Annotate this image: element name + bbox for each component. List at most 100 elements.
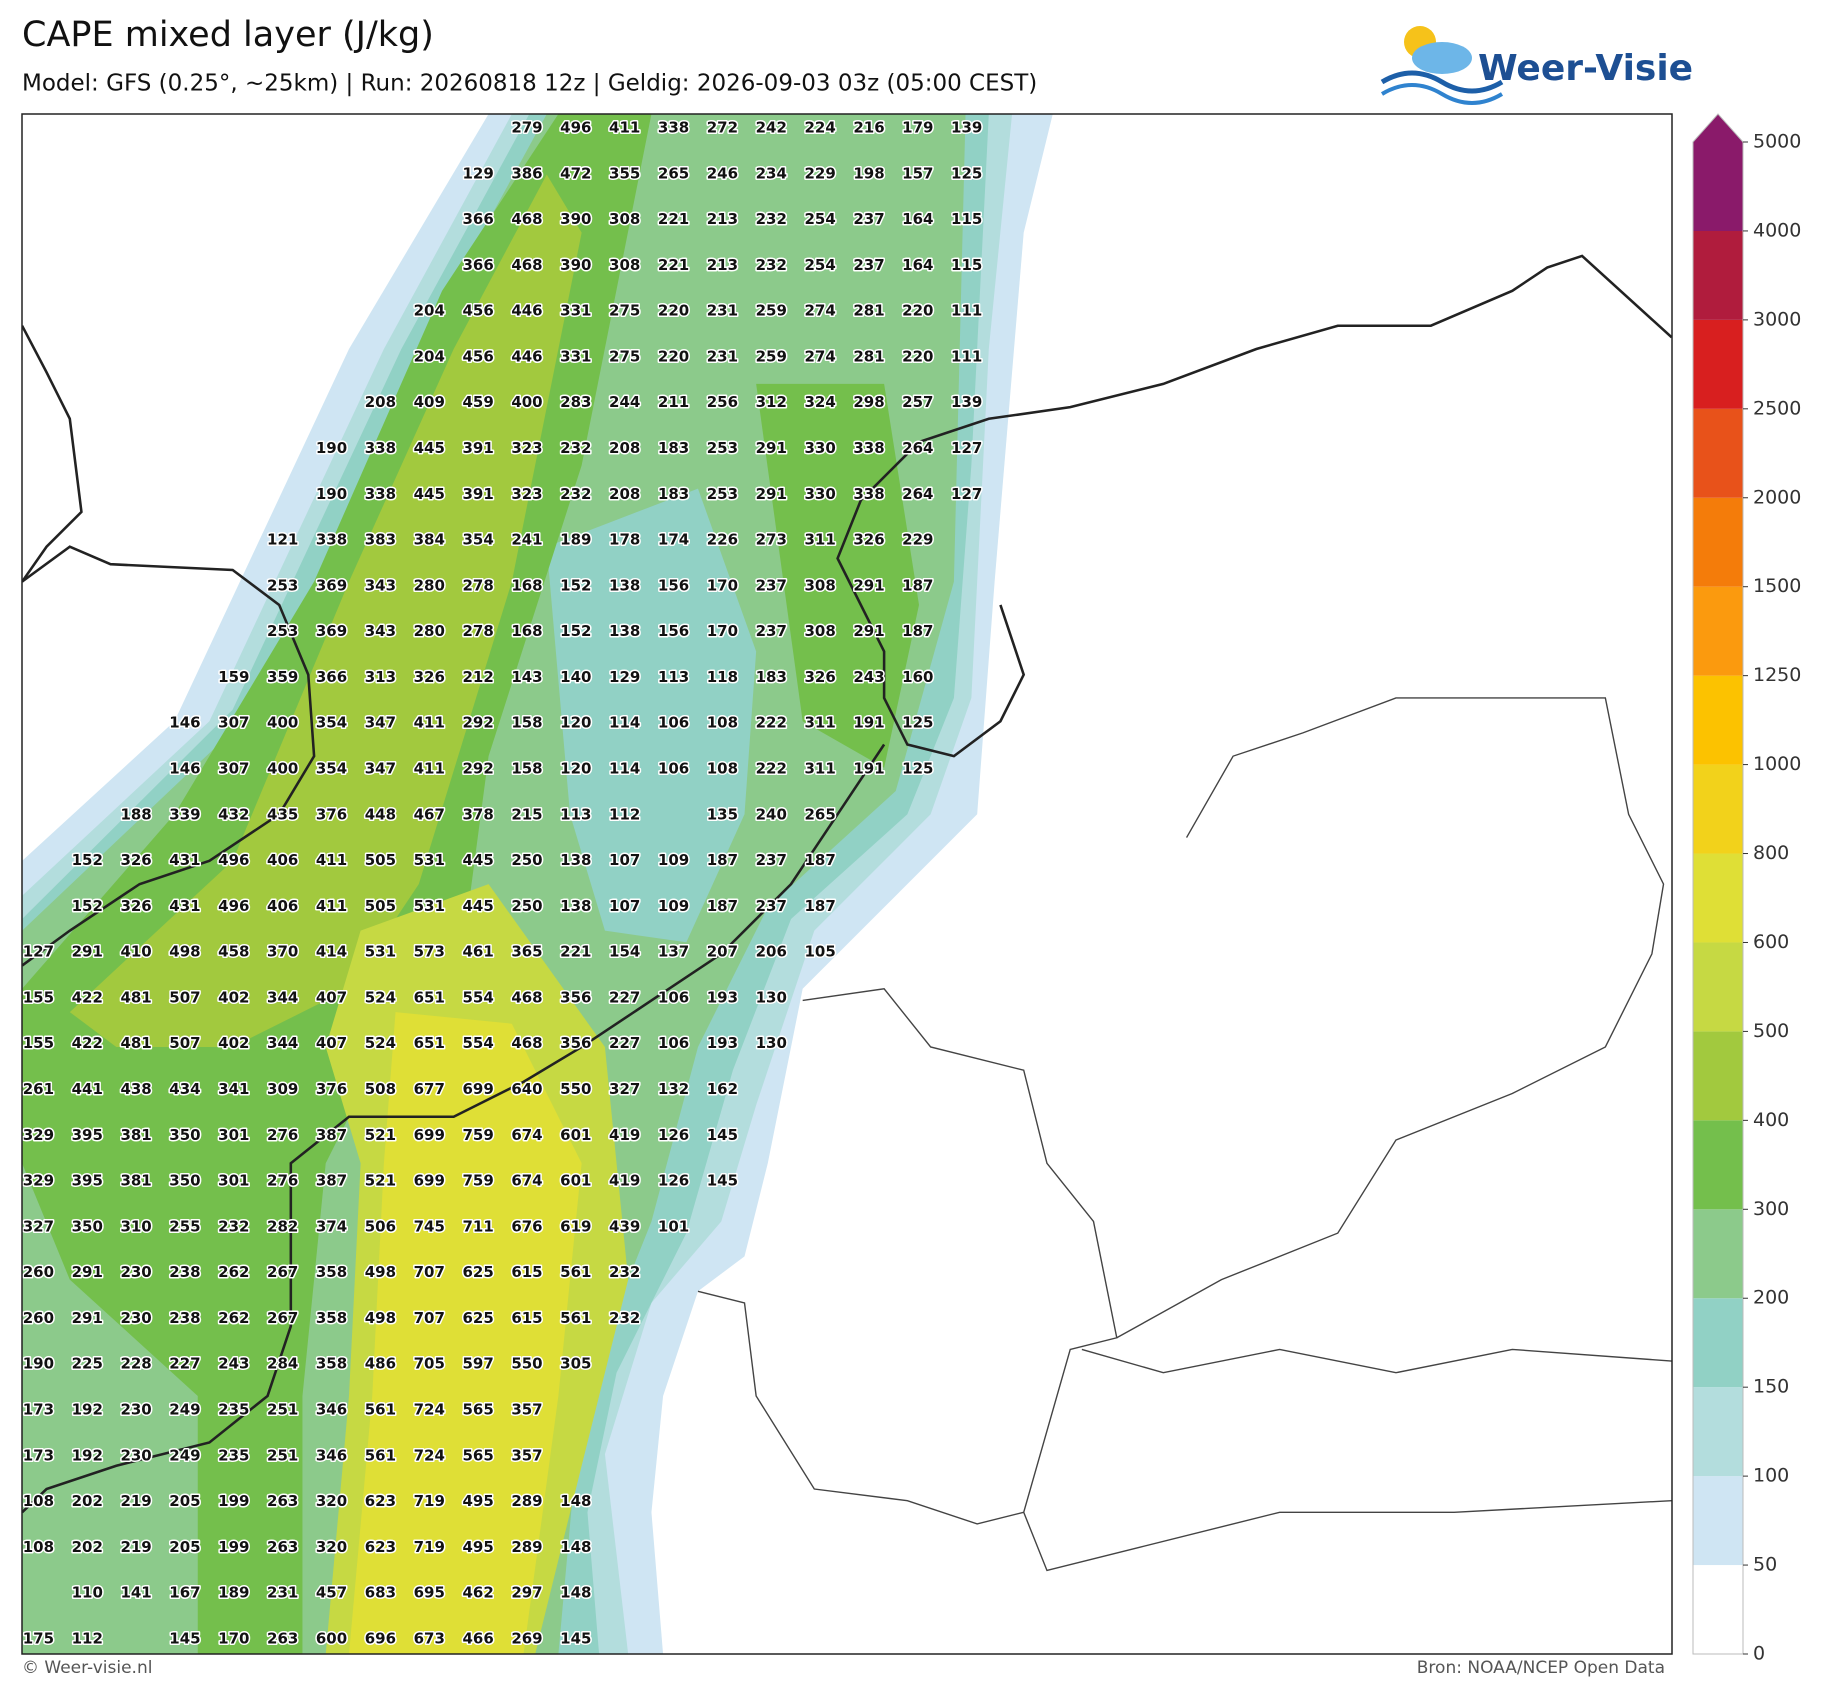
colorbar-tick-label: 800 bbox=[1753, 842, 1789, 864]
cape-value: 219 bbox=[120, 1492, 151, 1510]
cape-value: 170 bbox=[707, 576, 738, 594]
cape-value: 183 bbox=[658, 439, 689, 457]
cape-field bbox=[69, 174, 582, 1047]
cape-value: 220 bbox=[902, 347, 933, 365]
cape-value: 446 bbox=[511, 302, 542, 320]
cape-value: 724 bbox=[414, 1446, 445, 1464]
cape-value: 355 bbox=[609, 164, 640, 182]
cape-value: 414 bbox=[316, 943, 347, 961]
cape-value: 320 bbox=[316, 1538, 347, 1556]
cape-value: 366 bbox=[462, 210, 493, 228]
cape-value: 213 bbox=[707, 210, 738, 228]
cape-value: 222 bbox=[756, 759, 787, 777]
cape-value: 338 bbox=[853, 439, 884, 457]
cape-value: 221 bbox=[658, 256, 689, 274]
cape-value: 461 bbox=[462, 943, 493, 961]
cape-value: 259 bbox=[756, 302, 787, 320]
cape-value: 187 bbox=[707, 897, 738, 915]
cape-value: 190 bbox=[316, 485, 347, 503]
cape-value: 457 bbox=[316, 1584, 347, 1602]
logo-wave bbox=[1380, 70, 1504, 94]
cape-value: 301 bbox=[218, 1126, 249, 1144]
cape-value: 435 bbox=[267, 805, 298, 823]
cape-value: 347 bbox=[365, 714, 396, 732]
cape-value: 350 bbox=[169, 1126, 200, 1144]
cape-value: 241 bbox=[511, 531, 542, 549]
cape-value: 155 bbox=[23, 988, 54, 1006]
cape-value: 338 bbox=[365, 485, 396, 503]
cape-value: 157 bbox=[902, 164, 933, 182]
cape-value: 237 bbox=[756, 897, 787, 915]
cape-value: 615 bbox=[511, 1309, 542, 1327]
cape-value: 338 bbox=[316, 531, 347, 549]
cape-value: 246 bbox=[707, 164, 738, 182]
cape-value: 456 bbox=[462, 302, 493, 320]
cape-value: 411 bbox=[316, 851, 347, 869]
cape-value: 224 bbox=[804, 118, 835, 136]
colorbar-tick-label: 3000 bbox=[1753, 308, 1801, 330]
colorbar-segment bbox=[1693, 764, 1743, 854]
cape-value: 369 bbox=[316, 576, 347, 594]
cape-value: 724 bbox=[414, 1401, 445, 1419]
cape-value: 623 bbox=[365, 1538, 396, 1556]
cape-value: 126 bbox=[658, 1126, 689, 1144]
cape-value: 445 bbox=[462, 851, 493, 869]
cape-value: 521 bbox=[365, 1172, 396, 1190]
cape-value: 565 bbox=[462, 1446, 493, 1464]
cape-value: 187 bbox=[902, 622, 933, 640]
colorbar-segment bbox=[1693, 114, 1743, 231]
cape-value: 673 bbox=[414, 1629, 445, 1647]
cape-value: 310 bbox=[120, 1217, 151, 1235]
cape-value: 411 bbox=[316, 897, 347, 915]
colorbar-segment bbox=[1693, 497, 1743, 587]
cape-value: 170 bbox=[707, 622, 738, 640]
cape-fields bbox=[22, 114, 1672, 1654]
cape-value: 199 bbox=[218, 1538, 249, 1556]
cape-value: 232 bbox=[756, 256, 787, 274]
cape-value: 326 bbox=[120, 851, 151, 869]
cape-value: 244 bbox=[609, 393, 640, 411]
cape-value: 145 bbox=[707, 1126, 738, 1144]
cape-value: 208 bbox=[365, 393, 396, 411]
cape-value: 707 bbox=[414, 1309, 445, 1327]
cape-value: 597 bbox=[462, 1355, 493, 1373]
cape-value: 249 bbox=[169, 1401, 200, 1419]
cape-value: 496 bbox=[218, 851, 249, 869]
colorbar-tick-label: 1000 bbox=[1753, 753, 1801, 775]
cape-value: 674 bbox=[511, 1172, 542, 1190]
cape-value: 431 bbox=[169, 897, 200, 915]
cape-value: 215 bbox=[511, 805, 542, 823]
cape-value: 390 bbox=[560, 210, 591, 228]
colorbar-tick-label: 1500 bbox=[1753, 575, 1801, 597]
logo: Weer-Visie bbox=[1380, 26, 1693, 105]
logo-text: Weer-Visie bbox=[1478, 48, 1693, 89]
cape-value: 170 bbox=[218, 1629, 249, 1647]
cape-value: 229 bbox=[804, 164, 835, 182]
cape-value: 267 bbox=[267, 1263, 298, 1281]
cape-value: 573 bbox=[414, 943, 445, 961]
colorbar-tick-label: 200 bbox=[1753, 1287, 1789, 1309]
cape-value: 508 bbox=[365, 1080, 396, 1098]
cape-value: 243 bbox=[853, 668, 884, 686]
cape-value: 521 bbox=[365, 1126, 396, 1144]
cape-value: 711 bbox=[462, 1217, 493, 1235]
cape-value: 107 bbox=[609, 897, 640, 915]
cape-value: 232 bbox=[218, 1217, 249, 1235]
cape-value: 190 bbox=[316, 439, 347, 457]
cape-value: 411 bbox=[609, 118, 640, 136]
cape-value: 108 bbox=[707, 714, 738, 732]
cape-value: 229 bbox=[902, 531, 933, 549]
colorbar-segment bbox=[1693, 1209, 1743, 1299]
cape-value: 495 bbox=[462, 1538, 493, 1556]
cape-value: 350 bbox=[169, 1172, 200, 1190]
colorbar-segment bbox=[1693, 319, 1743, 409]
cape-value: 238 bbox=[169, 1309, 200, 1327]
cape-value: 140 bbox=[560, 668, 591, 686]
cape-value: 253 bbox=[707, 439, 738, 457]
colorbar-tick-label: 0 bbox=[1753, 1643, 1765, 1665]
cape-value: 446 bbox=[511, 347, 542, 365]
footer-source: Bron: NOAA/NCEP Open Data bbox=[1417, 1658, 1665, 1678]
cape-value: 274 bbox=[804, 347, 835, 365]
colorbar-segment bbox=[1693, 1387, 1743, 1477]
colorbar-segment bbox=[1693, 586, 1743, 676]
